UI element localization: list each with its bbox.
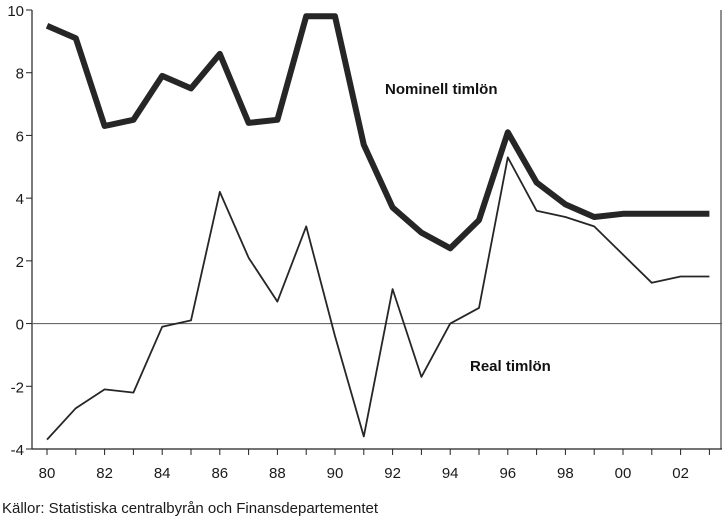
source-note: Källor: Statistiska centralbyrån och Fin… — [2, 500, 379, 517]
y-tick-label: 8 — [16, 66, 24, 83]
x-tick-label: 98 — [557, 465, 574, 482]
series-label-nominell-timlon: Nominell timlön — [385, 81, 498, 98]
x-tick-label: 82 — [96, 465, 113, 482]
x-tick-label: 80 — [39, 465, 56, 482]
x-tick-label: 02 — [672, 465, 689, 482]
x-tick-label: 92 — [384, 465, 401, 482]
x-tick-label: 88 — [269, 465, 286, 482]
y-tick-label: 2 — [16, 254, 24, 271]
x-tick-label: 86 — [211, 465, 228, 482]
y-tick-label: 6 — [16, 128, 24, 145]
y-tick-label: 4 — [16, 191, 24, 208]
series-line-nominell-timlon — [45, 13, 710, 252]
chart-lines — [45, 13, 710, 441]
y-tick-label: -2 — [11, 379, 24, 396]
y-tick-label: 0 — [16, 317, 24, 334]
series-label-real-timlon: Real timlön — [470, 358, 551, 375]
x-tick-label: 00 — [615, 465, 632, 482]
y-tick-label: -4 — [11, 442, 24, 459]
x-tick-label: 84 — [154, 465, 171, 482]
y-tick-label: 10 — [7, 3, 24, 20]
x-tick-label: 90 — [327, 465, 344, 482]
x-tick-label: 96 — [499, 465, 516, 482]
series-line-real-timlon — [46, 156, 710, 441]
x-tick-label: 94 — [442, 465, 459, 482]
